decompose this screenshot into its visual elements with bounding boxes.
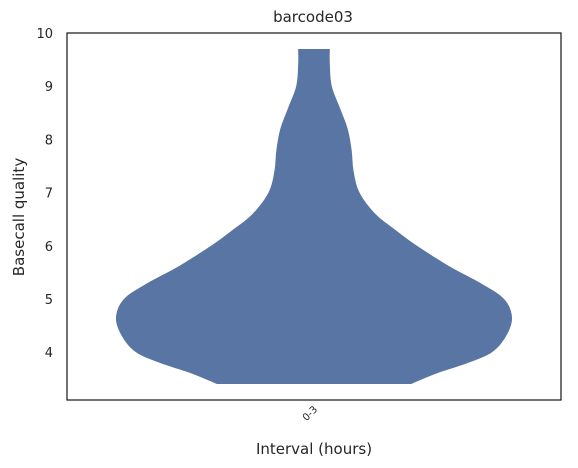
violin-body: [115, 48, 513, 385]
plot-frame: [66, 32, 562, 401]
y-tick-label: 6: [45, 240, 53, 255]
y-tick-label: 7: [45, 187, 53, 202]
y-tick-label: 5: [45, 293, 53, 308]
x-axis: 0-3: [301, 404, 320, 423]
x-axis-label: Interval (hours): [256, 440, 372, 458]
y-axis-label: Basecall quality: [10, 158, 28, 277]
y-tick-label: 9: [45, 80, 53, 95]
x-tick-label: 0-3: [301, 404, 320, 423]
y-tick-label: 4: [45, 346, 53, 361]
y-tick-label: 8: [45, 133, 53, 148]
y-tick-label: 10: [36, 27, 53, 42]
y-axis: 4 5 6 7 8 9 10: [36, 27, 53, 361]
plot-area: [115, 48, 513, 385]
chart-title: barcode03: [273, 8, 353, 26]
